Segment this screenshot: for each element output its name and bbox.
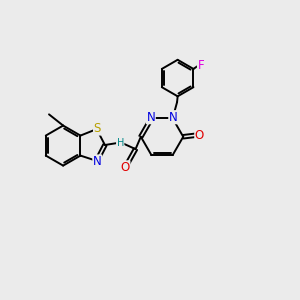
Text: N: N (146, 111, 155, 124)
Text: N: N (169, 111, 178, 124)
Text: O: O (195, 129, 204, 142)
Text: O: O (121, 161, 130, 174)
Text: F: F (197, 58, 204, 72)
Text: N: N (93, 155, 102, 168)
Text: H: H (116, 138, 124, 148)
Text: S: S (94, 122, 101, 135)
